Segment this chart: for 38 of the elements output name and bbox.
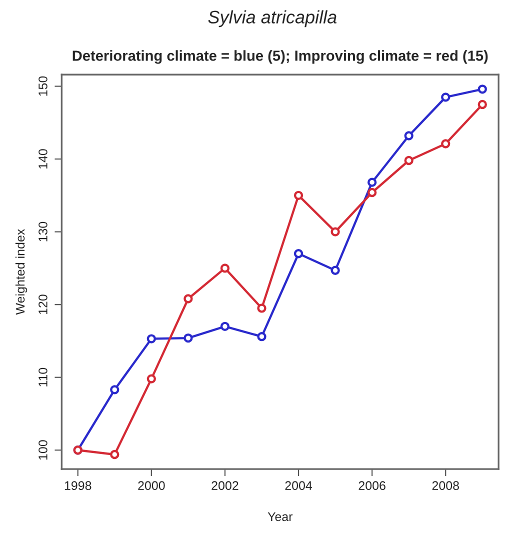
y-tick-label: 130 — [38, 222, 48, 242]
y-tick-label: 120 — [38, 294, 48, 314]
point — [146, 334, 156, 344]
y-tick-label: 150 — [38, 76, 48, 96]
point — [404, 131, 414, 140]
point — [441, 139, 450, 148]
point — [257, 332, 266, 342]
x-tick-label: 2006 — [358, 481, 386, 490]
point — [330, 227, 340, 236]
point — [184, 294, 193, 304]
point — [404, 156, 414, 166]
point — [257, 304, 266, 313]
point — [441, 92, 450, 102]
point — [110, 450, 120, 460]
point — [146, 374, 156, 384]
chart-subtitle: Deteriorating climate = blue (5); Improving climate = red (15) — [72, 50, 488, 64]
point — [184, 333, 193, 343]
point — [478, 84, 487, 94]
x-axis-title: Year — [268, 512, 293, 522]
point — [367, 188, 377, 198]
x-tick-label: 2004 — [285, 481, 312, 490]
point — [367, 178, 377, 187]
x-tick-label: 1998 — [64, 481, 92, 490]
point — [220, 322, 230, 331]
y-axis-title: Weighted index — [15, 228, 28, 315]
point — [330, 266, 340, 275]
y-tick-label: 100 — [38, 440, 48, 460]
y-tick-label: 140 — [38, 149, 48, 169]
x-tick-label: 2002 — [212, 481, 238, 490]
x-tick-label: 2000 — [138, 481, 165, 490]
y-tick-label: 110 — [38, 368, 48, 386]
point — [294, 190, 304, 200]
point — [478, 100, 487, 110]
chart-title: Sylvia atricapilla — [208, 10, 337, 28]
x-tick-label: 2008 — [432, 481, 459, 490]
point — [110, 385, 120, 394]
point — [294, 249, 304, 258]
point — [220, 264, 230, 273]
